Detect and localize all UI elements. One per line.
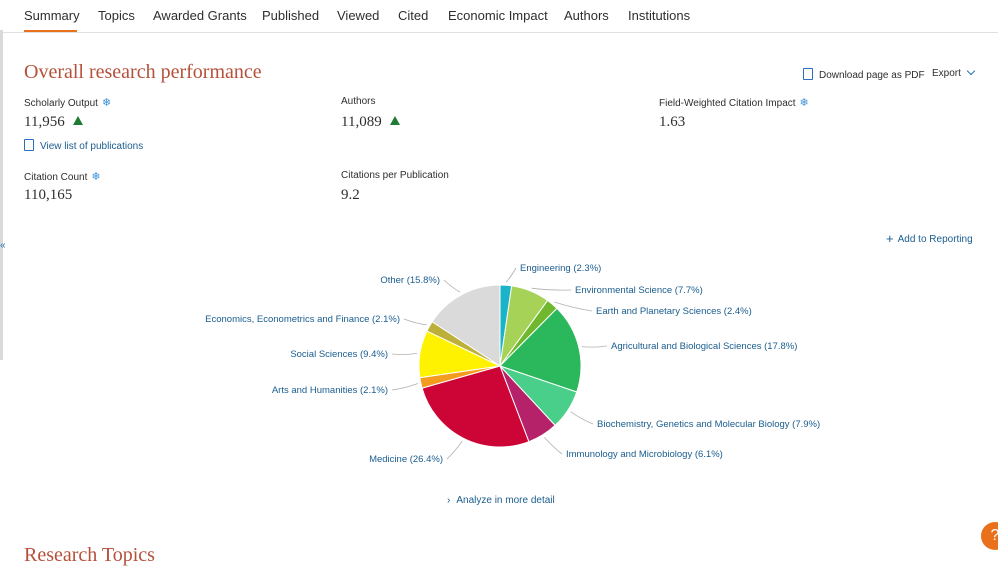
pie-leader-line: [531, 287, 572, 291]
scholarly-output-number: 11,956: [24, 114, 65, 130]
add-to-reporting-label: Add to Reporting: [897, 234, 973, 245]
document-icon: [24, 139, 34, 151]
pie-slice[interactable]: [431, 284, 501, 367]
research-topics-title: Research Topics: [24, 544, 155, 566]
fwci-label: Field-Weighted Citation Impact ❄: [659, 96, 809, 109]
trend-up-icon: [72, 116, 83, 125]
pie-leader-line: [554, 301, 593, 312]
fwci-label-text: Field-Weighted Citation Impact: [659, 98, 796, 109]
section-title: Overall research performance: [24, 61, 262, 83]
citation-count-label-text: Citation Count: [24, 172, 88, 183]
pie-leader-line: [446, 440, 463, 460]
analyze-label: Analyze in more detail: [456, 495, 555, 506]
pie-leader-line: [391, 383, 418, 391]
pie-slice-label[interactable]: Engineering (2.3%): [520, 263, 601, 274]
pie-leader-line: [403, 318, 427, 326]
pie-leader-line: [505, 267, 517, 283]
pie-leader-line: [581, 345, 608, 348]
pie-slice-label[interactable]: Economics, Econometrics and Finance (2.1…: [205, 314, 400, 325]
tab-cited[interactable]: Cited: [398, 8, 429, 23]
authors-value: 11,089: [341, 114, 400, 131]
authors-label: Authors: [341, 96, 376, 107]
trend-up-icon: [389, 116, 400, 125]
export-button[interactable]: Export: [932, 66, 975, 79]
tab-topics[interactable]: Topics: [98, 8, 135, 23]
pie-slice-label[interactable]: Other (15.8%): [380, 275, 440, 286]
tab-authors[interactable]: Authors: [564, 8, 609, 23]
tab-institutions[interactable]: Institutions: [628, 8, 691, 23]
export-label: Export: [932, 68, 961, 79]
tab-bar: Summary Topics Awarded Grants Published …: [0, 0, 998, 33]
chevron-right-icon: ›: [447, 495, 451, 506]
citation-count-label: Citation Count ❄: [24, 170, 101, 183]
scholarly-output-label-text: Scholarly Output: [24, 98, 98, 109]
snowflake-icon: ❄: [91, 171, 101, 183]
citation-count-value: 110,165: [24, 187, 73, 203]
pie-slice-label[interactable]: Biochemistry, Genetics and Molecular Bio…: [597, 419, 820, 430]
pie-slice-label[interactable]: Social Sciences (9.4%): [290, 349, 388, 360]
pie-slice-label[interactable]: Agricultural and Biological Sciences (17…: [611, 341, 797, 352]
tab-awarded-grants[interactable]: Awarded Grants: [153, 8, 247, 23]
pie-slice-label[interactable]: Environmental Science (7.7%): [575, 285, 703, 296]
snowflake-icon: ❄: [101, 97, 112, 109]
scholarly-output-value: 11,956: [24, 114, 83, 131]
pie-slice-label[interactable]: Earth and Planetary Sciences (2.4%): [596, 306, 752, 317]
tab-summary[interactable]: Summary: [24, 8, 80, 23]
pie-slice-label[interactable]: Medicine (26.4%): [369, 454, 443, 465]
fwci-value: 1.63: [659, 114, 686, 130]
view-list-of-publications-link[interactable]: View list of publications: [24, 139, 143, 152]
download-pdf-button[interactable]: Download page as PDF: [803, 68, 925, 81]
help-icon[interactable]: ?: [981, 522, 998, 550]
tab-viewed[interactable]: Viewed: [337, 8, 380, 23]
scholarly-output-label: Scholarly Output ❄: [24, 96, 111, 109]
add-to-reporting-button[interactable]: + Add to Reporting: [886, 231, 973, 246]
citations-per-publication-value: 9.2: [341, 187, 360, 203]
pie-leader-line: [570, 411, 594, 425]
collapse-icon[interactable]: «: [0, 240, 6, 251]
pie-leader-line: [391, 352, 418, 355]
pie-slice[interactable]: [421, 365, 530, 448]
snowflake-icon: ❄: [799, 97, 809, 109]
plus-icon: +: [886, 231, 894, 246]
tab-published[interactable]: Published: [262, 8, 320, 23]
citations-per-publication-label: Citations per Publication: [341, 170, 449, 181]
pie-leader-line: [443, 279, 461, 293]
left-panel-edge: [0, 30, 3, 360]
download-icon: [803, 68, 813, 80]
pie-slice[interactable]: [499, 307, 582, 393]
authors-number: 11,089: [341, 114, 382, 130]
view-list-label: View list of publications: [40, 141, 144, 152]
active-tab-indicator: [24, 30, 77, 32]
pie-slice-label[interactable]: Arts and Humanities (2.1%): [272, 385, 388, 396]
download-pdf-label: Download page as PDF: [819, 70, 925, 81]
pie-leader-line: [544, 437, 563, 455]
analyze-in-more-detail-link[interactable]: › Analyze in more detail: [447, 495, 555, 506]
pie-slice-label[interactable]: Immunology and Microbiology (6.1%): [566, 449, 723, 460]
tab-economic-impact[interactable]: Economic Impact: [448, 8, 548, 23]
